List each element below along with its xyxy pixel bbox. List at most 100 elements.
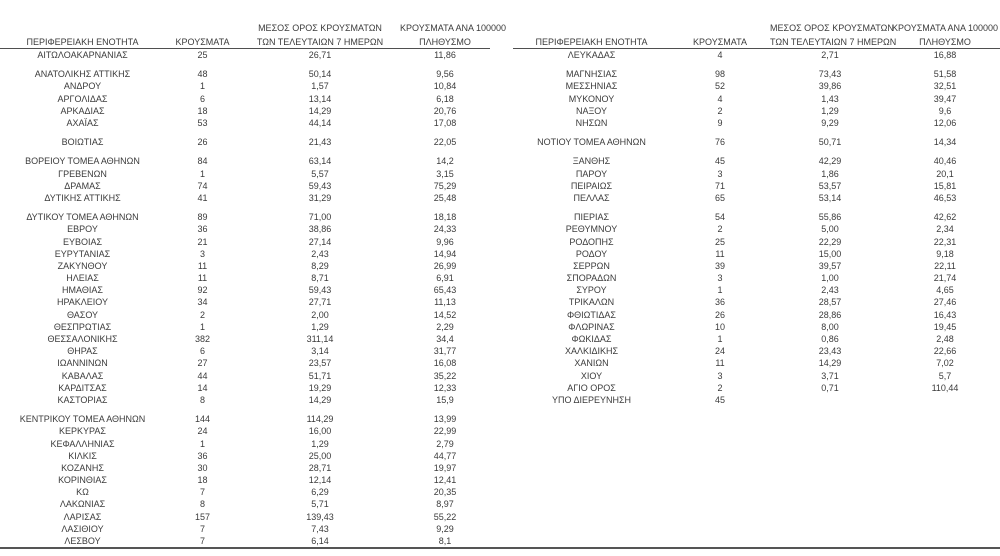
right-avg7-cell: 1,43	[821, 93, 839, 104]
left-per100k-cell: 9,96	[436, 236, 454, 247]
left-per100k-cell: 11,13	[434, 297, 456, 308]
right-cases-cell: 9	[717, 118, 723, 129]
left-per100k-cell: 6,18	[436, 93, 454, 104]
right-avg7-cell	[770, 394, 890, 406]
left-per100k-cell: 65,43	[433, 285, 457, 296]
left-region-cell: ΛΑΡΙΣΑΣ	[63, 511, 102, 522]
spacer-cell	[0, 406, 1000, 413]
left-per100k-cell: 16,08	[433, 358, 457, 369]
left-avg7-cell: 71,00	[308, 212, 332, 223]
right-avg7-cell	[770, 450, 890, 462]
right-region-cell: ΛΕΥΚΑΔΑΣ	[567, 50, 616, 61]
right-per100k-cell: 4,65	[936, 285, 954, 296]
table-row: ΘΗΡΑΣ 6 3,14 31,77 ΧΑΛΚΙΔΙΚΗΣ 24 23,43 22,66	[0, 345, 1000, 357]
left-avg7-cell: 2,43	[311, 248, 329, 259]
left-region-cell: ΘΑΣΟΥ	[66, 309, 99, 320]
left-region-cell: ΚΑΡΔΙΤΣΑΣ	[58, 382, 107, 393]
left-per100k-cell: 12,41	[433, 475, 457, 486]
right-avg7-header-line2: ΤΩΝ ΤΕΛΕΥΤΑΙΩΝ 7 ΗΜΕΡΩΝ	[770, 33, 896, 49]
table-row: ΗΛΕΙΑΣ 11 8,71 6,91 ΣΠΟΡΑΔΩΝ 3 1,00 21,74	[0, 272, 1000, 284]
left-region-cell: ΘΕΣΣΑΛΟΝΙΚΗΣ	[47, 334, 118, 345]
table-row: ΙΩΑΝΝΙΝΩΝ 27 23,57 16,08 ΧΑΝΙΩΝ 11 14,29 7,02	[0, 357, 1000, 369]
right-cases-cell	[670, 523, 770, 535]
left-avg7-cell: 14,29	[308, 394, 332, 405]
right-per100k-cell: 21,74	[933, 273, 957, 284]
left-per100k-cell: 25,48	[433, 192, 457, 203]
left-cases-cell: 1	[199, 321, 205, 332]
left-per100k-cell: 13,99	[433, 414, 457, 425]
column-gap	[490, 462, 513, 474]
column-gap	[490, 235, 513, 247]
right-region-cell: ΦΩΚΙΔΑΣ	[571, 334, 612, 345]
right-region-cell: ΡΕΘΥΜΝΟΥ	[565, 224, 618, 235]
column-gap	[490, 425, 513, 437]
column-gap	[490, 33, 513, 49]
right-avg7-cell	[770, 462, 890, 474]
right-per100k-cell: 22,66	[933, 346, 957, 357]
left-region-cell: ΛΑΚΩΝΙΑΣ	[59, 499, 106, 510]
spacer-cell	[0, 61, 1000, 68]
right-avg7-cell: 0,86	[821, 334, 839, 345]
right-avg7-cell: 22,29	[818, 236, 842, 247]
right-cases-cell: 24	[714, 346, 725, 357]
column-gap	[490, 211, 513, 223]
left-per100k-cell: 19,97	[433, 462, 457, 473]
right-region-cell: ΜΥΚΟΝΟΥ	[568, 93, 615, 104]
left-avg7-cell: 7,43	[311, 523, 329, 534]
table-row: ΚΕΦΑΛΛΗΝΙΑΣ 1 1,29 2,79	[0, 437, 1000, 449]
table-row: ΔΥΤΙΚΗΣ ΑΤΤΙΚΗΣ 41 31,29 25,48 ΠΕΛΛΑΣ 65 53,14…	[0, 192, 1000, 204]
right-per100k-cell: 2,48	[936, 334, 954, 345]
left-region-cell: ΑΡΓΟΛΙΔΑΣ	[57, 93, 108, 104]
left-region-cell: ΑΝΑΤΟΛΙΚΗΣ ΑΤΤΙΚΗΣ	[34, 69, 131, 80]
right-cases-cell	[670, 511, 770, 523]
right-cases-cell: 98	[714, 69, 725, 80]
right-avg7-cell: 1,86	[821, 168, 839, 179]
right-region-cell: ΠΙΕΡΙΑΣ	[573, 212, 610, 223]
right-region-cell	[513, 413, 670, 425]
right-avg7-cell: 50,71	[818, 137, 842, 148]
left-region-cell: ΑΧΑΪΑΣ	[66, 118, 99, 129]
table-row: ΑΝΔΡΟΥ 1 1,57 10,84 ΜΕΣΣΗΝΙΑΣ 52 39,86 32,51	[0, 80, 1000, 92]
left-avg7-cell: 28,71	[308, 462, 332, 473]
right-cases-cell: 11	[715, 248, 725, 259]
left-per100k-cell: 24,33	[433, 224, 457, 235]
right-region-cell	[513, 486, 670, 498]
right-avg7-cell	[770, 486, 890, 498]
right-cases-cell: 71	[714, 180, 725, 191]
right-cases-cell	[670, 534, 770, 550]
table-row: ΚΟΡΙΝΘΙΑΣ 18 12,14 12,41	[0, 474, 1000, 486]
column-gap	[490, 168, 513, 180]
table-row: ΑΡΚΑΔΙΑΣ 18 14,29 20,76 ΝΑΞΟΥ 2 1,29 9,6	[0, 105, 1000, 117]
right-per100k-cell: 110,44	[931, 382, 959, 393]
column-gap	[490, 180, 513, 192]
table-row: ΚΑΒΑΛΑΣ 44 51,71 35,22 ΧΙΟΥ 3 3,71 5,7	[0, 370, 1000, 382]
left-per100k-cell: 11,86	[434, 50, 456, 61]
right-per100k-cell: 15,81	[933, 180, 957, 191]
left-region-cell: ΑΡΚΑΔΙΑΣ	[60, 105, 105, 116]
right-cases-cell: 36	[714, 297, 725, 308]
left-region-cell: ΔΥΤΙΚΟΥ ΤΟΜΕΑ ΑΘΗΝΩΝ	[26, 212, 139, 223]
left-cases-cell: 7	[199, 487, 205, 498]
right-per100k-cell: 27,46	[933, 297, 957, 308]
left-region-cell: ΔΥΤΙΚΗΣ ΑΤΤΙΚΗΣ	[44, 192, 121, 203]
left-avg7-cell: 19,29	[308, 382, 332, 393]
left-avg7-cell: 6,29	[311, 487, 329, 498]
column-gap	[490, 155, 513, 167]
spacer-row	[0, 204, 1000, 211]
left-avg7-cell: 51,71	[308, 370, 332, 381]
right-region-cell	[513, 498, 670, 510]
left-cases-cell: 11	[197, 273, 208, 284]
left-avg7-cell: 16,00	[308, 426, 332, 437]
spacer-row	[0, 148, 1000, 155]
right-cases-cell: 25	[714, 236, 725, 247]
right-cases-cell: 11	[715, 358, 725, 369]
left-avg7-cell: 27,71	[308, 297, 332, 308]
column-gap	[490, 357, 513, 369]
right-cases-cell: 3	[717, 273, 723, 284]
left-region-cell: ΛΑΣΙΘΙΟΥ	[61, 523, 104, 534]
left-avg7-cell: 44,14	[308, 118, 332, 129]
left-cases-cell: 44	[197, 370, 208, 381]
right-region-cell	[513, 462, 670, 474]
right-cases-cell: 4	[717, 50, 723, 61]
